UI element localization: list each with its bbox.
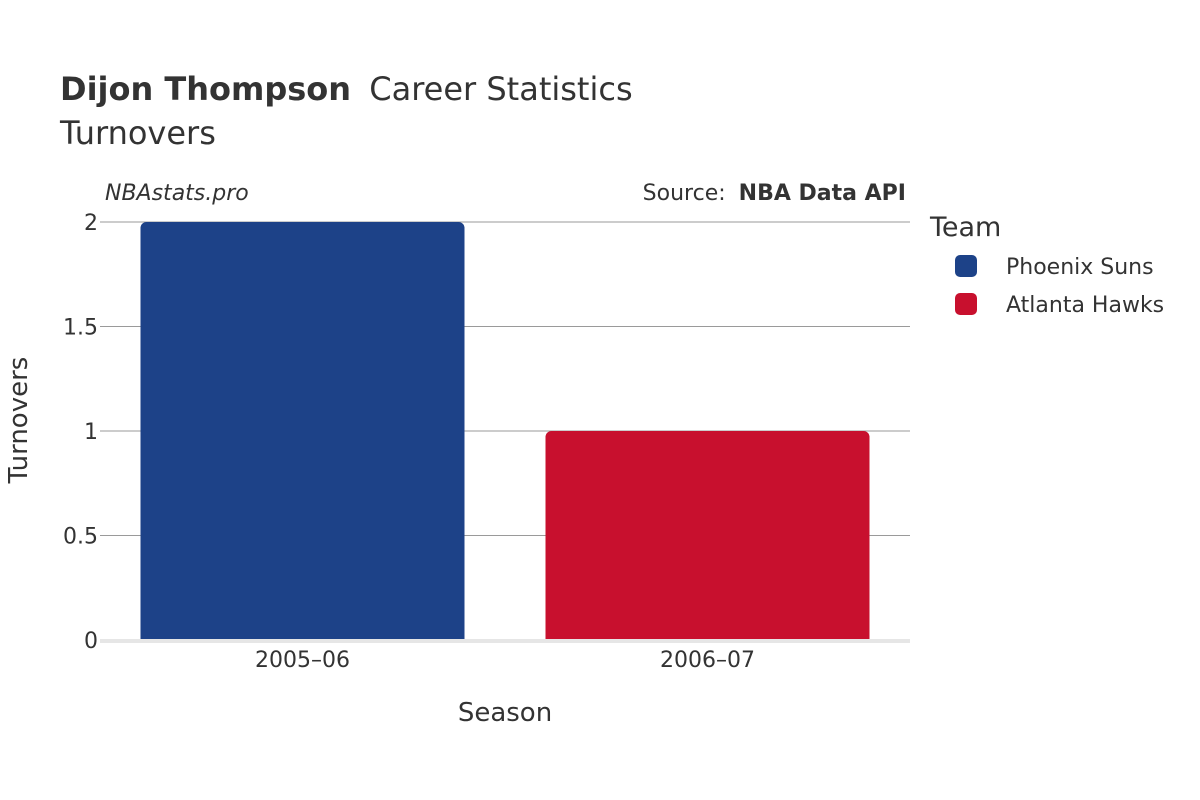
chart-title-player: Dijon Thompson: [60, 70, 351, 108]
chart-subtitle: Turnovers: [59, 114, 216, 152]
y-tick-label: 1.5: [63, 316, 98, 341]
bars: [140, 222, 870, 640]
source-prefix: Source:: [643, 181, 726, 206]
bar-base-2005–06: [140, 632, 465, 640]
legend-swatch[interactable]: [955, 255, 977, 277]
x-axis-label: Season: [458, 698, 552, 728]
y-tick-labels: 0 0.5 1 1.5 2: [63, 211, 98, 654]
source-credit: Source: NBA Data API: [643, 181, 906, 206]
x-tick-labels: 2005–06 2006–07: [255, 648, 755, 673]
x-tick-label: 2006–07: [660, 648, 755, 673]
chart-title: Dijon Thompson Career Statistics: [60, 70, 633, 108]
x-tick-label: 2005–06: [255, 648, 350, 673]
legend-title: Team: [929, 212, 1001, 243]
y-tick-label: 0: [84, 629, 98, 654]
site-credit: NBAstats.pro: [105, 181, 249, 206]
legend-swatch[interactable]: [955, 293, 977, 315]
legend: Phoenix Suns Atlanta Hawks: [955, 255, 1164, 318]
y-tick-label: 0.5: [63, 525, 98, 550]
legend-label[interactable]: Atlanta Hawks: [1006, 293, 1164, 318]
chart-title-rest: Career Statistics: [369, 70, 632, 108]
legend-label[interactable]: Phoenix Suns: [1006, 255, 1154, 280]
y-tick-label: 1: [84, 420, 98, 445]
y-tick-label: 2: [84, 211, 98, 236]
bar-2006–07[interactable]: [545, 431, 870, 640]
bar-2005–06[interactable]: [140, 222, 465, 640]
source-name: NBA Data API: [739, 181, 906, 206]
y-axis-label: Turnovers: [4, 357, 34, 485]
bar-base-2006–07: [545, 632, 870, 640]
